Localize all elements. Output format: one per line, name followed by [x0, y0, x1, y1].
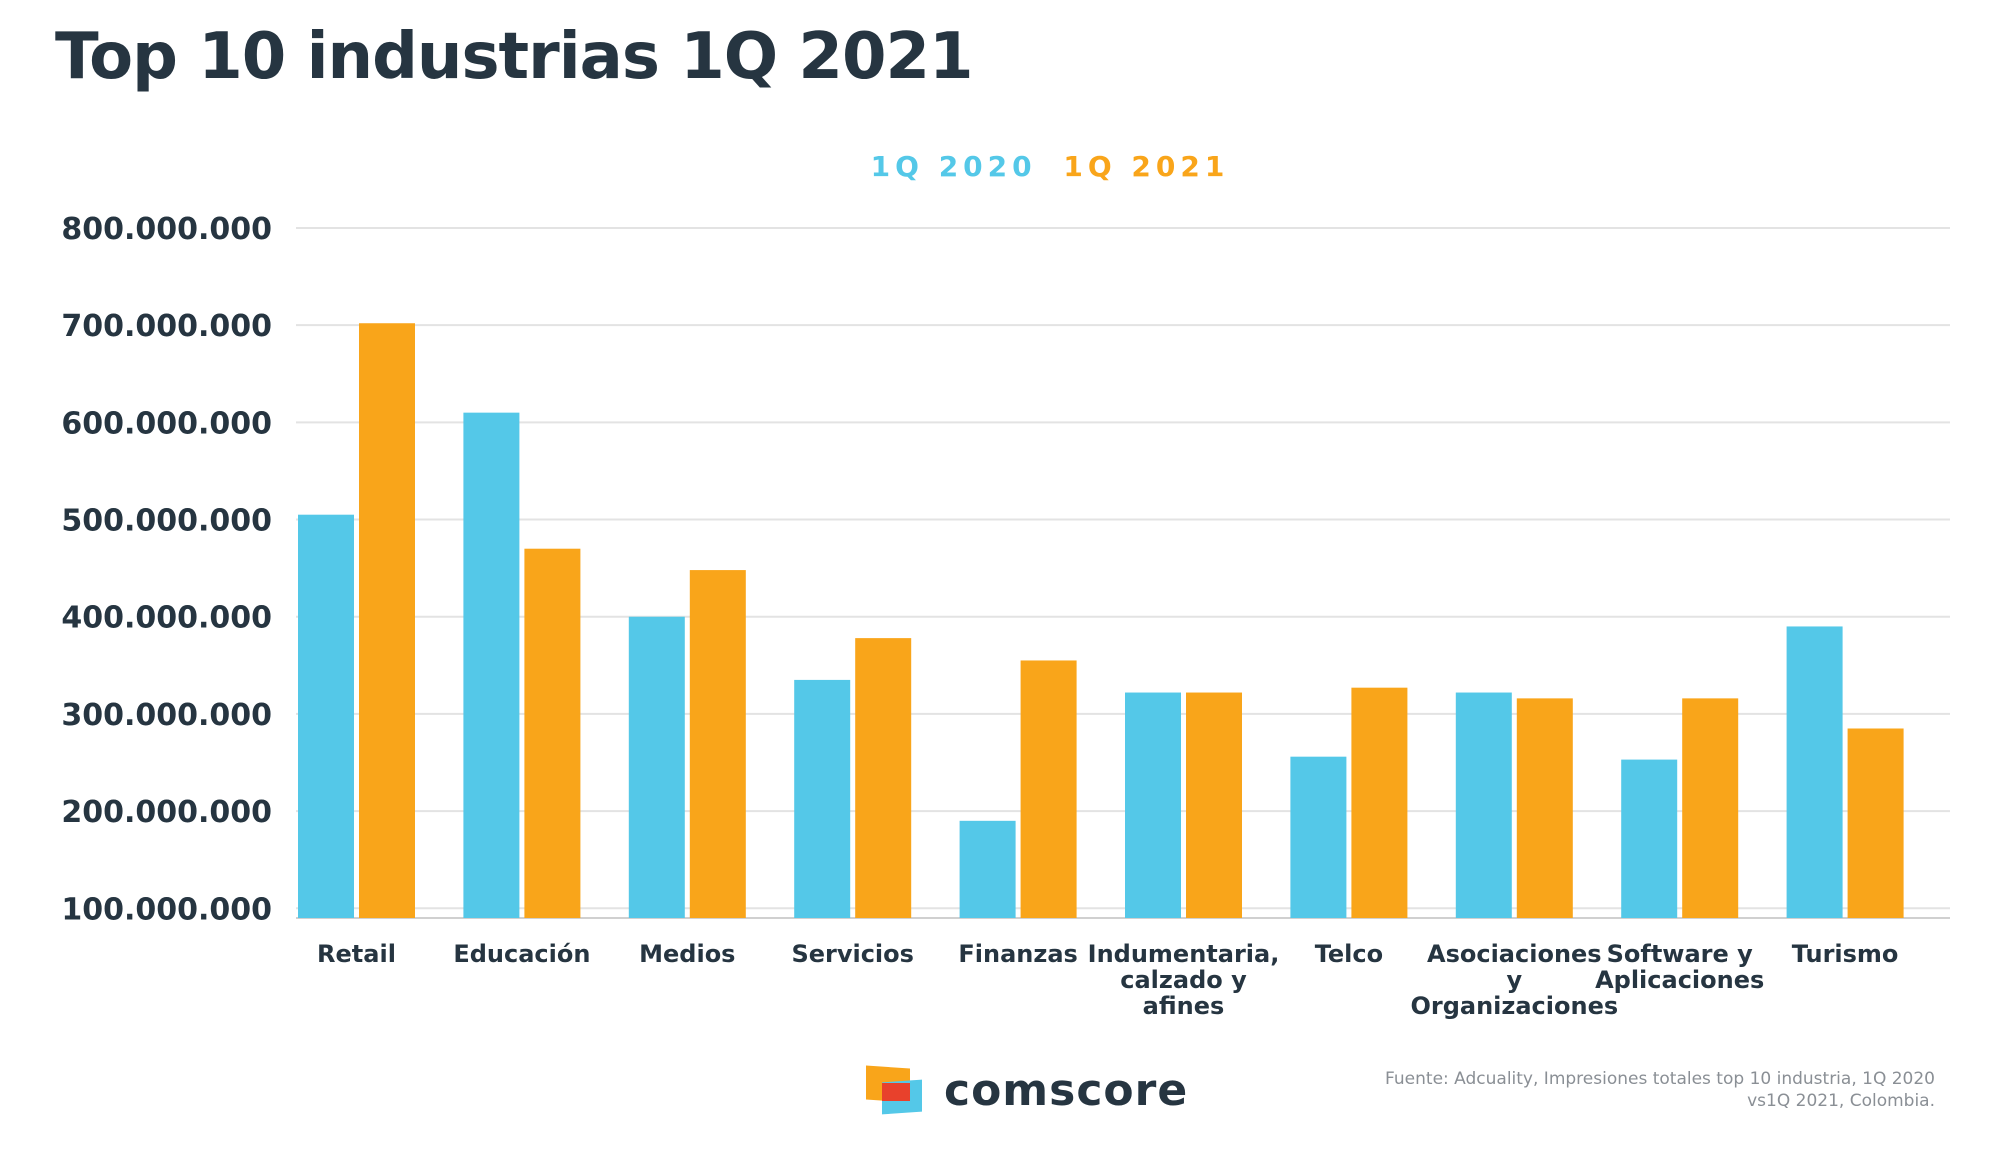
legend-1q-2021: 1Q 2021 [1063, 150, 1230, 183]
x-tick-label: Turismo [1792, 940, 1899, 968]
bar-1q-2020 [298, 514, 354, 918]
bar-1q-2020 [1125, 692, 1181, 918]
x-tick-label: Finanzas [958, 940, 1077, 968]
legend-1q-2020: 1Q 2020 [870, 150, 1037, 183]
chart-legend: 1Q 2020 1Q 2021 [0, 150, 2000, 183]
source-note: Fuente: Adcuality, Impresiones totales t… [1385, 1069, 1935, 1111]
bar-1q-2020 [463, 412, 520, 918]
bar-1q-2021 [855, 638, 912, 918]
bar-1q-2021 [1186, 692, 1242, 918]
y-tick-label: 500.000.000 [61, 504, 272, 539]
bars [298, 323, 1904, 918]
x-tick-label: Indumentaria, calzado y afines [1088, 940, 1280, 1020]
x-tick-label: Medios [639, 940, 735, 968]
bar-1q-2020 [794, 679, 851, 918]
bar-1q-2021 [1682, 698, 1739, 918]
x-axis: Retail Educación Medios Servicios Finanzas In… [317, 940, 1898, 1020]
y-tick-label: 300.000.000 [61, 698, 272, 733]
chart-title: Top 10 industrias 1Q 2021 [55, 20, 974, 94]
x-tick-label: Asociaciones y Organizaciones [1410, 940, 1618, 1020]
bar-1q-2020 [628, 616, 685, 918]
bar-1q-2020 [1455, 692, 1512, 918]
comscore-logo: comscore [866, 1064, 1189, 1116]
bar-1q-2020 [959, 820, 1016, 918]
y-tick-label: 100.000.000 [61, 892, 272, 927]
bar-1q-2020 [1621, 759, 1678, 918]
bar-1q-2021 [359, 323, 415, 918]
bar-1q-2021 [1516, 698, 1573, 918]
bar-1q-2021 [524, 548, 581, 918]
bar-1q-2021 [1847, 728, 1904, 918]
y-tick-label: 200.000.000 [61, 795, 272, 830]
x-tick-label: Educación [453, 940, 590, 968]
y-axis: 100.000.000 200.000.000 300.000.000 400.000… [61, 212, 272, 927]
bar-1q-2020 [1786, 626, 1843, 918]
x-tick-label: Retail [317, 940, 396, 968]
y-tick-label: 700.000.000 [61, 309, 272, 344]
y-tick-label: 400.000.000 [61, 601, 272, 636]
bar-1q-2020 [1290, 756, 1347, 918]
bar-chart: 100.000.000 200.000.000 300.000.000 400.000… [61, 212, 1950, 1020]
bar-1q-2021 [1351, 687, 1408, 918]
y-tick-label: 800.000.000 [61, 212, 272, 247]
y-tick-label: 600.000.000 [61, 406, 272, 441]
x-tick-label: Servicios [791, 940, 914, 968]
x-tick-label: Software y Aplicaciones [1595, 940, 1764, 994]
bar-1q-2021 [689, 570, 746, 918]
logo-text: comscore [944, 1064, 1189, 1116]
x-tick-label: Telco [1315, 940, 1383, 968]
comscore-logo-icon [866, 1065, 926, 1115]
bar-1q-2021 [1020, 660, 1077, 918]
